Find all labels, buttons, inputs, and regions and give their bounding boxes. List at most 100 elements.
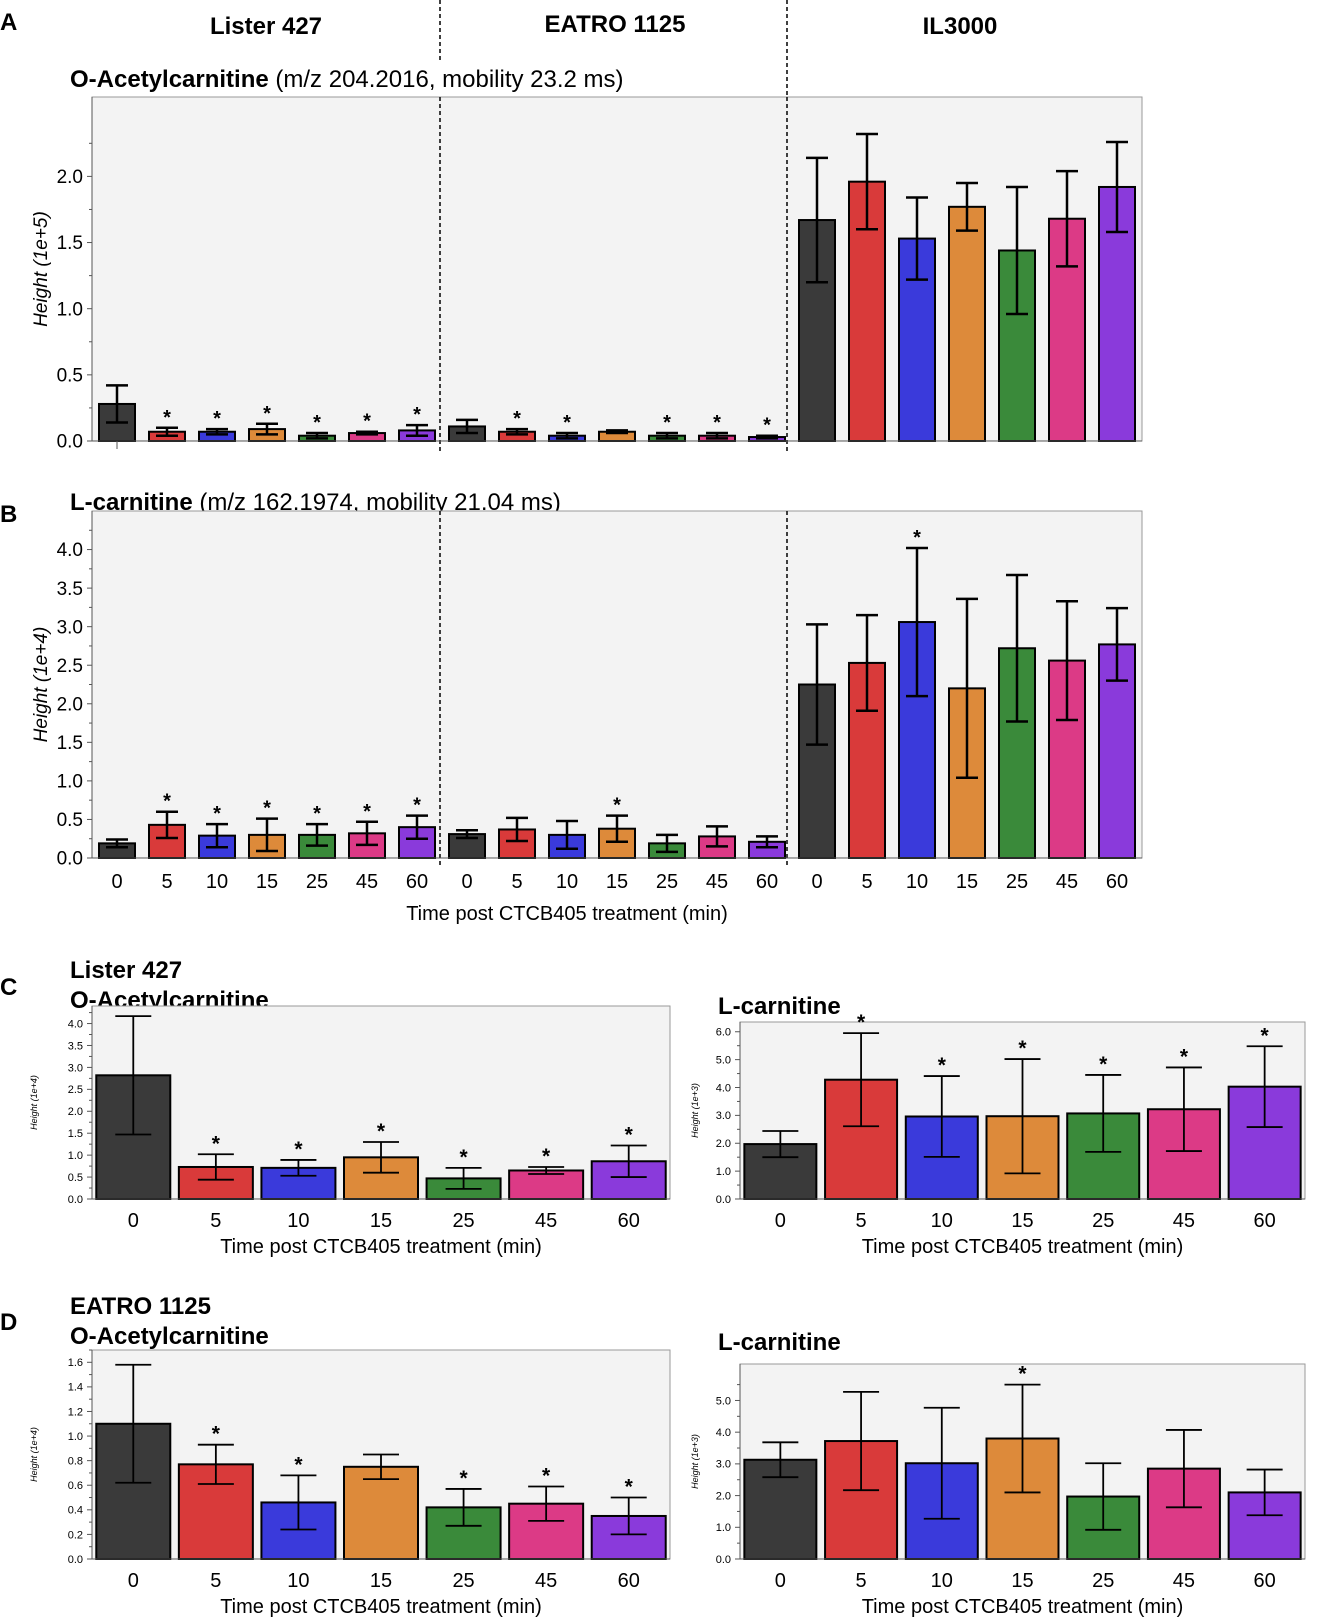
panel-c-right-title: L-carnitine (718, 993, 841, 1020)
x-axis-label: Time post CTCB405 treatment (min) (862, 1596, 1184, 1618)
x-axis-label: Time post CTCB405 treatment (min) (862, 1236, 1184, 1258)
x-tick-label: 60 (618, 1570, 640, 1592)
y-tick-label: 1.5 (68, 1128, 83, 1140)
x-tick-label: 15 (370, 1570, 392, 1592)
x-tick-label: 60 (1254, 1570, 1276, 1592)
significance-star: * (263, 403, 271, 425)
chart-b-carnitine: 0.0 0.5 1.0 1.5 2.0 2.5 3.0 3.5 4.0 Height (1e+4)… (31, 510, 1143, 925)
y-axis-label: Height (1e+5) (31, 211, 52, 327)
bar (260, 1166, 337, 1200)
significance-star: * (213, 408, 221, 430)
x-tick-label: 25 (452, 1570, 474, 1592)
x-tick-label: 5 (861, 871, 872, 893)
x-tick-label: 45 (535, 1570, 557, 1592)
y-tick-label: 4.0 (57, 540, 83, 561)
x-tick-label: 5 (856, 1570, 867, 1592)
y-tick-label: 3.0 (68, 1062, 83, 1074)
x-tick-label: 15 (1011, 1570, 1033, 1592)
bar (898, 237, 936, 442)
x-tick-label: 45 (535, 1210, 557, 1232)
y-tick-label: 2.0 (716, 1138, 731, 1150)
x-tick-label: 0 (811, 871, 822, 893)
y-tick-label: 0.0 (68, 1194, 83, 1206)
y-tick-label: 1.0 (716, 1522, 731, 1534)
y-tick-label: 3.0 (716, 1110, 731, 1122)
significance-star: * (513, 408, 521, 430)
x-tick-label: 25 (656, 871, 678, 893)
significance-star: * (213, 803, 221, 825)
x-tick-label: 10 (287, 1210, 309, 1232)
y-tick-label: 0.2 (68, 1529, 83, 1541)
x-tick-label: 45 (1173, 1210, 1195, 1232)
x-tick-label: 5 (161, 871, 172, 893)
x-tick-label: 60 (1106, 871, 1128, 893)
x-tick-label: 5 (210, 1210, 221, 1232)
panel-d-left-title: O-Acetylcarnitine (70, 1323, 269, 1350)
x-tick-label: 10 (556, 871, 578, 893)
significance-star: * (294, 1138, 303, 1161)
y-tick-label: 3.5 (57, 579, 83, 600)
y-tick-label: 0.4 (68, 1505, 83, 1517)
significance-star: * (625, 1476, 634, 1499)
chart-a-acetylcarnitine: 0.0 0.5 1.0 1.5 2.0 Height (1e+5) * * * * * * * * * * * (31, 96, 1143, 453)
x-tick-label: 15 (606, 871, 628, 893)
y-tick-label: 0.8 (68, 1455, 83, 1467)
x-tick-label: 10 (906, 871, 928, 893)
y-tick-label: 4.0 (716, 1427, 731, 1439)
y-tick-label: 0.6 (68, 1480, 83, 1492)
significance-star: * (263, 798, 271, 820)
bar (343, 1465, 419, 1560)
y-axis-label: Height (1e+3) (690, 1434, 700, 1489)
significance-star: * (212, 1423, 221, 1446)
y-tick-label: 2.5 (68, 1084, 83, 1096)
x-tick-label: 15 (956, 871, 978, 893)
strain-header-lister: Lister 427 (210, 13, 322, 40)
significance-star: * (663, 412, 671, 434)
significance-star: * (413, 795, 421, 817)
significance-star: * (625, 1123, 634, 1146)
significance-star: * (163, 791, 171, 813)
y-tick-label: 1.2 (68, 1406, 83, 1418)
y-tick-label: 1.0 (57, 772, 83, 793)
chart-d-right-carnitine: 0.0 1.0 2.0 3.0 4.0 5.0 Height (1e+3) 0 5 10 * 15 25… (690, 1363, 1306, 1618)
y-tick-label: 1.4 (68, 1382, 83, 1394)
significance-star: * (163, 407, 171, 429)
y-tick-label: 5.0 (716, 1054, 731, 1066)
x-tick-label: 25 (1006, 871, 1028, 893)
bar (948, 205, 986, 442)
significance-star: * (377, 1120, 386, 1143)
significance-star: * (1180, 1045, 1189, 1068)
x-tick-label: 60 (1254, 1210, 1276, 1232)
y-tick-label: 1.0 (57, 299, 83, 320)
x-axis-label: Time post CTCB405 treatment (min) (220, 1596, 542, 1618)
x-tick-label: 0 (461, 871, 472, 893)
y-tick-label: 0.5 (57, 365, 83, 386)
y-tick-label: 1.6 (68, 1357, 83, 1369)
significance-star: * (294, 1453, 303, 1476)
panel-a-title-compound: O-Acetylcarnitine (70, 66, 269, 93)
y-tick-label: 2.5 (57, 656, 83, 677)
x-tick-label: 5 (210, 1570, 221, 1592)
y-tick-label: 2.0 (57, 167, 83, 188)
panel-a-title: O-Acetylcarnitine (m/z 204.2016, mobilit… (70, 66, 624, 93)
x-tick-label: 0 (111, 871, 122, 893)
chart-d-left-acetylcarnitine: 0.0 0.2 0.4 0.6 0.8 1.0 1.2 1.4 1.6 Height (1e+4)… (29, 1349, 671, 1618)
panel-d-right-title: L-carnitine (718, 1329, 841, 1356)
y-axis-label: Height (1e+4) (29, 1427, 39, 1482)
significance-star: * (713, 412, 721, 434)
x-tick-label: 10 (206, 871, 228, 893)
y-tick-label: 0.0 (57, 432, 83, 453)
x-tick-label: 5 (511, 871, 522, 893)
y-tick-label: 1.0 (68, 1150, 83, 1162)
y-tick-label: 1.5 (57, 233, 83, 254)
bar (508, 1502, 585, 1561)
y-tick-label: 1.0 (716, 1166, 731, 1178)
x-axis-label: Time post CTCB405 treatment (min) (220, 1236, 542, 1258)
x-tick-label: 10 (931, 1210, 953, 1232)
x-tick-label: 0 (775, 1570, 786, 1592)
y-tick-label: 1.5 (57, 733, 83, 754)
significance-star: * (613, 795, 621, 817)
x-tick-label: 25 (306, 871, 328, 893)
x-tick-label: 45 (1173, 1570, 1195, 1592)
